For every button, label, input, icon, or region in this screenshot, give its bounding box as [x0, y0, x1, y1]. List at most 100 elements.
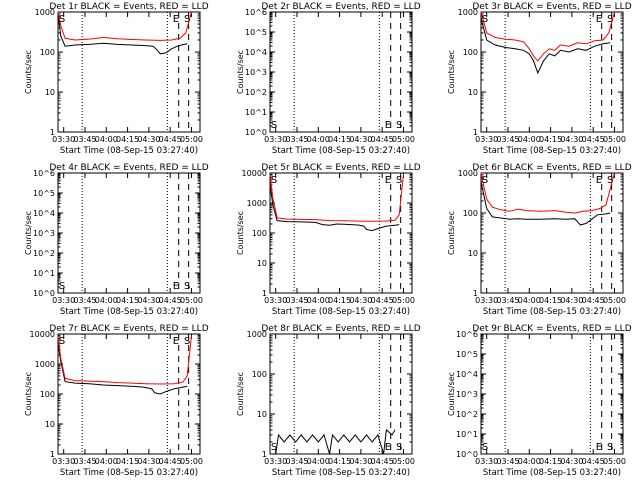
y-tick-label: 1 [262, 289, 267, 298]
y-tick-label: 1000 [35, 360, 55, 369]
flag-label: S [184, 281, 190, 292]
y-tick-label: 1 [262, 450, 267, 459]
y-tick-label: 1000 [247, 330, 267, 339]
series-line-events [272, 428, 396, 455]
panel-title: Det 9r BLACK = Events, RED = LLD [472, 324, 631, 334]
x-tick-label: 04:00 [518, 457, 541, 466]
x-tick-label: 03:30 [52, 457, 75, 466]
x-tick-label: 04:45 [159, 457, 182, 466]
y-tick-label: 10^2 [33, 249, 55, 258]
x-tick-label: 04:30 [137, 296, 160, 305]
y-tick-label: 10^4 [245, 48, 267, 57]
flag-label: E [385, 442, 391, 453]
panel-title: Det 3r BLACK = Events, RED = LLD [472, 2, 631, 12]
x-tick-label: 04:15 [539, 296, 562, 305]
x-tick-label: 04:00 [518, 135, 541, 144]
y-tick-label: 10^4 [33, 209, 55, 218]
x-tick-label: 04:15 [116, 457, 139, 466]
series-line-events [480, 18, 611, 75]
flag-label: S [482, 442, 488, 453]
x-tick-label: 04:30 [349, 296, 372, 305]
panel-det-6r: Det 6r BLACK = Events, RED = LLD 03:3003:… [447, 163, 632, 317]
y-tick-label: 10^6 [33, 169, 55, 178]
x-tick-label: 04:45 [582, 135, 605, 144]
plot-frame [57, 11, 201, 133]
y-axis-label: Counts/sec [24, 372, 33, 416]
flag-label: S [396, 175, 402, 186]
x-axis-label: Start Time (08-Sep-15 03:27:40) [483, 146, 621, 156]
y-tick-label: 10 [468, 249, 478, 258]
flag-label: S [396, 120, 402, 131]
plot-frame [480, 172, 624, 294]
y-tick-label: 10 [45, 88, 55, 97]
x-tick-label: 03:30 [475, 296, 498, 305]
flag-label: S [482, 14, 488, 25]
x-tick-label: 03:45 [496, 457, 519, 466]
y-axis-label: Counts/sec [24, 211, 33, 255]
y-tick-label: 10 [257, 410, 267, 419]
series-line-events [57, 342, 188, 395]
x-axis-label: Start Time (08-Sep-15 03:27:40) [272, 146, 410, 156]
y-tick-label: 1 [473, 128, 478, 137]
x-tick-label: 03:30 [264, 457, 287, 466]
series-line-events [269, 184, 400, 232]
x-axis-label: Start Time (08-Sep-15 03:27:40) [60, 146, 198, 156]
x-axis-label: Start Time (08-Sep-15 03:27:40) [483, 468, 621, 478]
x-tick-label: 04:00 [95, 135, 118, 144]
plot-frame [480, 11, 624, 133]
x-tick-label: 04:15 [328, 296, 351, 305]
x-tick-label: 04:00 [307, 135, 330, 144]
y-tick-label: 10^3 [33, 229, 55, 238]
y-tick-label: 10^5 [33, 189, 55, 198]
x-tick-label: 04:15 [539, 135, 562, 144]
panel-det-3r: Det 3r BLACK = Events, RED = LLD 03:3003:… [447, 2, 632, 156]
flag-label: E [385, 120, 391, 131]
x-tick-label: 05:00 [180, 135, 203, 144]
panel-title: Det 7r BLACK = Events, RED = LLD [49, 324, 208, 334]
y-tick-label: 100 [40, 48, 55, 57]
y-tick-label: 10 [45, 420, 55, 429]
x-tick-label: 04:30 [137, 457, 160, 466]
plot-frame [269, 333, 413, 455]
x-tick-label: 04:30 [349, 135, 372, 144]
y-axis-label: Counts/sec [236, 211, 245, 255]
y-axis-label: Counts/sec [447, 50, 456, 94]
x-tick-label: 03:45 [285, 135, 308, 144]
flag-label: S [59, 14, 65, 25]
x-tick-label: 05:00 [180, 457, 203, 466]
y-tick-label: 10^2 [456, 410, 478, 419]
flag-label: S [482, 175, 488, 186]
x-axis-label: Start Time (08-Sep-15 03:27:40) [272, 468, 410, 478]
x-tick-label: 05:00 [603, 457, 626, 466]
series-line-events [480, 181, 611, 226]
y-tick-label: 10^1 [245, 108, 267, 117]
flag-label: S [184, 14, 190, 25]
y-tick-label: 10^3 [245, 68, 267, 77]
panel-title: Det 2r BLACK = Events, RED = LLD [261, 2, 420, 12]
flag-label: E [596, 175, 602, 186]
y-tick-label: 10^5 [456, 350, 478, 359]
x-tick-label: 05:00 [603, 135, 626, 144]
x-tick-label: 03:45 [73, 296, 96, 305]
y-axis-label: Counts/sec [447, 372, 456, 416]
x-tick-label: 04:30 [137, 135, 160, 144]
y-tick-label: 10 [468, 88, 478, 97]
x-tick-label: 03:30 [475, 457, 498, 466]
x-tick-label: 04:45 [371, 457, 394, 466]
y-tick-label: 100 [252, 370, 267, 379]
y-axis-label: Counts/sec [236, 50, 245, 94]
x-tick-label: 05:00 [603, 296, 626, 305]
x-tick-label: 04:00 [95, 457, 118, 466]
flag-label: S [59, 336, 65, 347]
panel-title: Det 8r BLACK = Events, RED = LLD [261, 324, 420, 334]
y-tick-label: 10^0 [456, 450, 478, 459]
x-tick-label: 03:30 [475, 135, 498, 144]
x-tick-label: 05:00 [392, 135, 415, 144]
y-tick-label: 10^4 [456, 370, 478, 379]
series-line-lld [57, 11, 192, 41]
panel-det-2r: Det 2r BLACK = Events, RED = LLD 03:3003:… [236, 2, 421, 156]
x-tick-label: 05:00 [392, 296, 415, 305]
x-tick-label: 03:30 [264, 135, 287, 144]
x-tick-label: 03:45 [496, 296, 519, 305]
